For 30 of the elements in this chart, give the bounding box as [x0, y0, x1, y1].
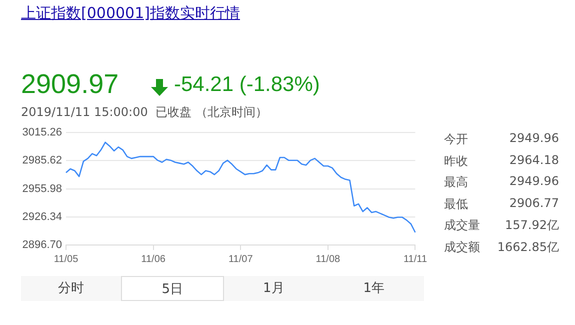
y-tick-label: 2955.98: [22, 182, 62, 195]
text: 2909.97: [21, 69, 119, 100]
y-tick-label: 2896.70: [22, 239, 62, 252]
y-tick-label: 2926.34: [22, 210, 62, 223]
x-tick-label: 11/11: [403, 254, 428, 265]
chart-title: 上证指数[000001]指数实时行情: [21, 4, 240, 23]
text: 今开: [444, 131, 468, 148]
text: 1662.85亿: [497, 238, 559, 256]
x-tick-label: 11/08: [316, 254, 340, 265]
text: 分时: [57, 280, 86, 298]
text: 成交额: [444, 238, 480, 256]
x-tick-label: 11/05: [54, 254, 79, 265]
text: 2949.96: [509, 131, 559, 147]
text: 1月: [262, 280, 286, 298]
text: 2019/11/11 15:00:00 已收盘 （北京时间）: [21, 104, 268, 121]
y-tick-label: 2985.62: [22, 154, 62, 167]
text: 157.92亿: [505, 217, 559, 234]
text: 2906.77: [509, 196, 559, 212]
x-tick-label: 11/06: [141, 254, 166, 265]
text: 1年: [362, 280, 386, 298]
x-tick-label: 11/07: [228, 254, 254, 265]
text: 2964.18: [509, 152, 559, 169]
y-tick-label: 3015.26: [22, 126, 62, 139]
text: 最高: [444, 174, 468, 192]
text: 最低: [444, 196, 468, 213]
text: 5日: [121, 276, 224, 301]
text: 成交量: [444, 217, 480, 234]
text: 昨收: [444, 152, 468, 170]
text: -54.21 (-1.83%): [174, 73, 320, 97]
text: 2949.96: [509, 174, 559, 190]
